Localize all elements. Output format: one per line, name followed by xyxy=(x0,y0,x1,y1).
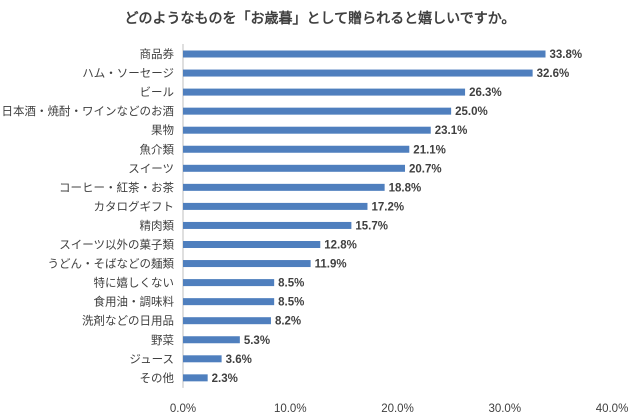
data-label: 18.8% xyxy=(389,182,422,194)
bar xyxy=(183,317,271,325)
bar xyxy=(183,145,410,153)
bar xyxy=(183,221,352,229)
bar xyxy=(183,336,240,344)
category-label: スイーツ xyxy=(128,161,174,175)
data-label: 8.2% xyxy=(275,316,301,328)
data-label: 3.6% xyxy=(226,354,252,366)
data-label: 23.1% xyxy=(435,125,468,137)
category-label: その他 xyxy=(140,371,175,385)
data-label: 11.9% xyxy=(315,259,347,271)
category-label: 特に嬉しくない xyxy=(94,276,175,290)
category-label: 魚介類 xyxy=(140,142,175,156)
category-label: 洗剤などの日用品 xyxy=(82,314,174,328)
x-tick-label: 0.0% xyxy=(170,403,196,415)
category-label: ハム・ソーセージ xyxy=(82,66,174,80)
bar xyxy=(183,107,452,115)
data-label: 8.5% xyxy=(278,278,304,290)
data-label: 26.3% xyxy=(469,87,502,99)
data-label: 2.3% xyxy=(212,373,238,385)
data-label: 20.7% xyxy=(409,163,442,175)
data-label: 33.8% xyxy=(550,49,583,61)
x-tick-label: 40.0% xyxy=(596,403,629,415)
category-label: 精肉類 xyxy=(140,218,175,232)
bar xyxy=(183,260,311,268)
bar xyxy=(183,183,385,191)
data-label: 21.1% xyxy=(413,144,446,156)
category-label: 食用油・調味料 xyxy=(94,295,175,309)
category-label: スイーツ以外の菓子類 xyxy=(59,238,174,252)
category-label: コーヒー・紅茶・お茶 xyxy=(59,180,174,194)
bar xyxy=(183,355,222,363)
bar xyxy=(183,88,466,96)
category-label: ビール xyxy=(140,85,175,99)
category-label: カタログギフト xyxy=(94,199,175,213)
bar xyxy=(183,374,208,382)
x-tick-label: 30.0% xyxy=(488,403,521,415)
category-label: 商品券 xyxy=(140,47,175,61)
category-label: ジュース xyxy=(129,352,174,366)
data-label: 25.0% xyxy=(455,106,488,118)
bar xyxy=(183,50,546,58)
category-label: うどん・そばなどの麺類 xyxy=(48,257,175,271)
category-label: 野菜 xyxy=(151,333,174,347)
data-label: 32.6% xyxy=(537,68,570,80)
x-tick-label: 20.0% xyxy=(381,403,414,415)
data-label: 17.2% xyxy=(371,201,404,213)
bar xyxy=(183,126,431,134)
data-label: 15.7% xyxy=(355,220,388,232)
data-label: 5.3% xyxy=(244,335,270,347)
bar xyxy=(183,202,368,210)
chart-title: どのようなものを「お歳暮」として贈られると嬉しいですか。 xyxy=(124,11,516,27)
data-label: 12.8% xyxy=(324,240,357,252)
category-label: 日本酒・焼酎・ワインなどのお酒 xyxy=(2,104,175,118)
data-label: 8.5% xyxy=(278,297,304,309)
bar xyxy=(183,298,275,306)
bar xyxy=(183,241,321,248)
bar xyxy=(183,164,406,172)
bar xyxy=(183,279,275,287)
bar xyxy=(183,69,533,77)
x-tick-label: 10.0% xyxy=(274,403,307,415)
category-label: 果物 xyxy=(151,123,174,137)
